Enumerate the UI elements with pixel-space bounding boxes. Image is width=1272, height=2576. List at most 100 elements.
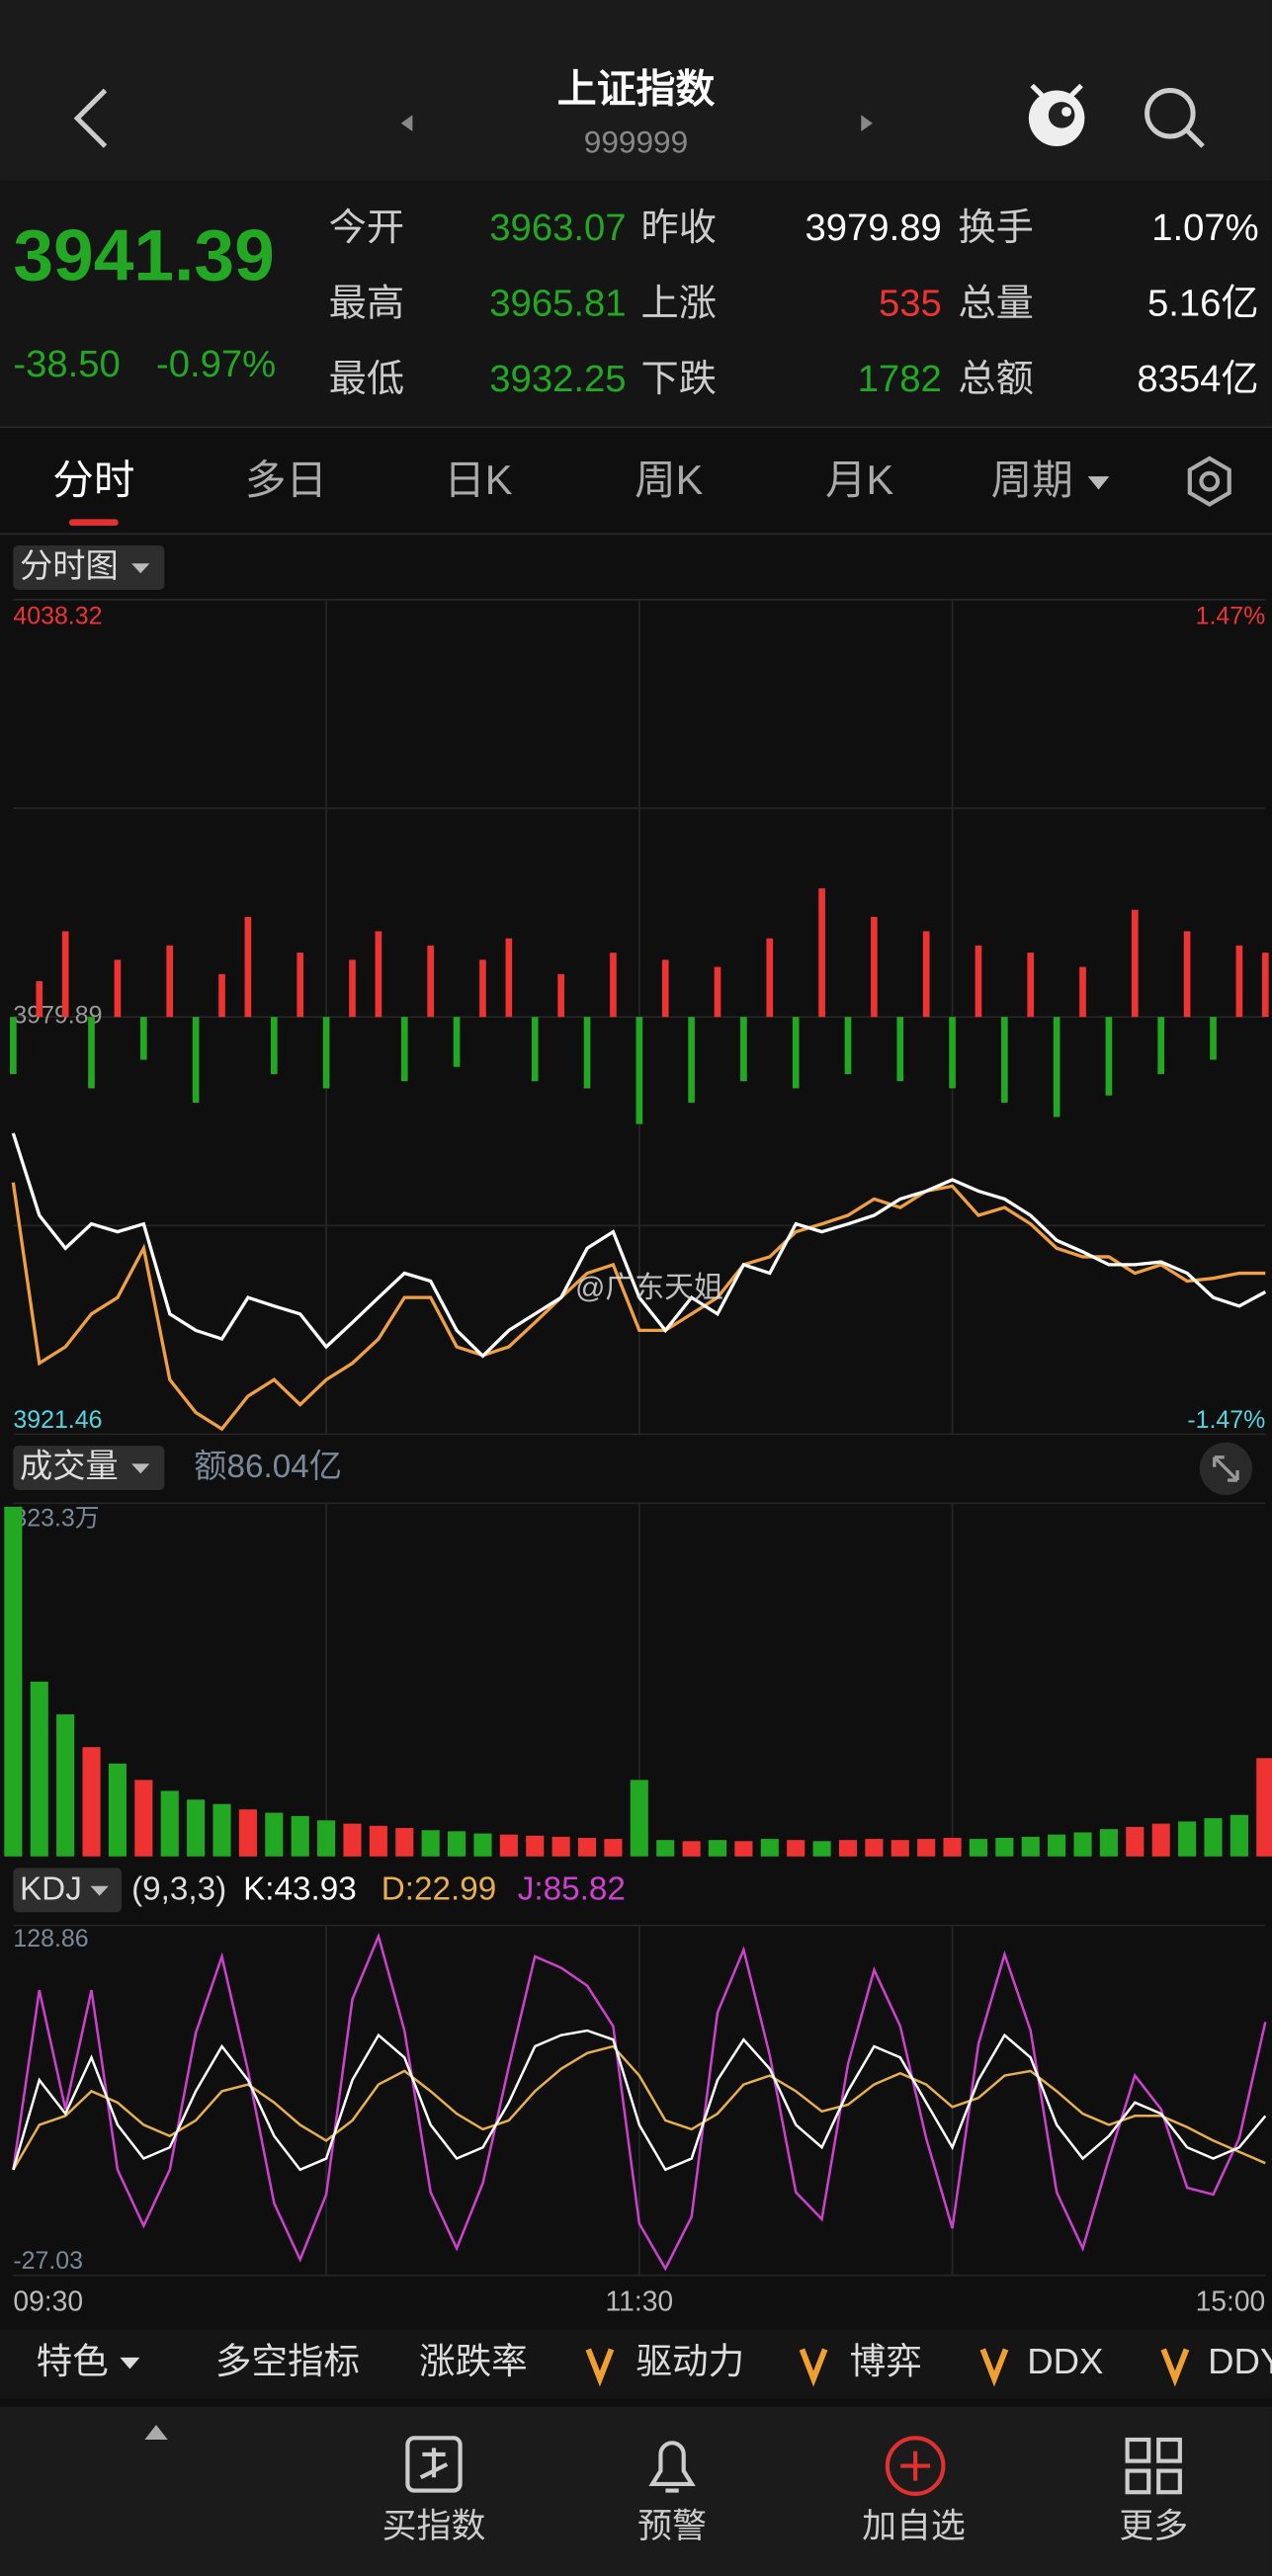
kdj-line [12, 2029, 1267, 2172]
volume-bar [1204, 1818, 1223, 1857]
nav-icons [405, 2436, 1182, 2496]
volume-bar [82, 1747, 101, 1857]
y-tick-label: 4038.32 [13, 603, 102, 630]
y-tick-label: 128.86 [13, 1925, 88, 1953]
indicator-tab[interactable]: 驱动力 [636, 2341, 745, 2381]
price-line [11, 1182, 1266, 1432]
volume-bar [1151, 1823, 1170, 1857]
last-price: 3941.39 [13, 215, 274, 296]
volume-bar [995, 1837, 1014, 1857]
indicator-tab[interactable]: DDX [1027, 2341, 1103, 2381]
indicator-chip[interactable] [13, 1868, 123, 1913]
indicator-tab[interactable]: 多空指标 [215, 2341, 360, 2381]
settings-icon[interactable] [1187, 456, 1231, 507]
volume-bar [265, 1812, 284, 1857]
breadth-bar [1210, 1017, 1217, 1060]
stat-label: 昨收 [640, 207, 716, 249]
volume-bar [1021, 1836, 1040, 1857]
breadth-bar [610, 953, 617, 1018]
y-tick-label: 3921.46 [13, 1406, 102, 1434]
volume-bar [4, 1506, 23, 1857]
breadth-bar [349, 959, 356, 1018]
volume-bar [343, 1823, 362, 1857]
volume-bar [134, 1780, 153, 1857]
y-tick-label: 3979.89 [13, 1002, 102, 1030]
breadth-bar [375, 931, 382, 1018]
bottom-nav [0, 2406, 1272, 2576]
volume-bar [551, 1836, 570, 1857]
breadth-bar [896, 1017, 904, 1082]
indicator-tab[interactable]: 博弈 [850, 2341, 922, 2381]
breadth-bar [1053, 1017, 1060, 1118]
breadth-bar [871, 916, 878, 1018]
quote-panel [0, 180, 1272, 428]
volume-bar [890, 1840, 909, 1857]
breadth-bar [636, 1017, 643, 1124]
indicator-tab[interactable]: 涨跌率 [419, 2341, 528, 2381]
v-badge [585, 2348, 615, 2387]
volume-bar [526, 1835, 545, 1857]
kdj-line [12, 1932, 1267, 2272]
chart-mode-chip[interactable] [13, 544, 165, 590]
next-index[interactable] [861, 115, 873, 132]
y-tick-label: 323.3万 [13, 1505, 99, 1533]
breadth-bar [505, 938, 513, 1018]
period-tab[interactable]: 月K [825, 457, 894, 503]
period-tab[interactable]: 周期 [991, 457, 1073, 503]
volume-bar [682, 1841, 701, 1857]
prev-index[interactable] [400, 115, 413, 132]
active-tab-indicator [68, 519, 119, 527]
breadth-bar [453, 1017, 461, 1067]
indicator-params: (9,3,3) [131, 1870, 226, 1907]
breadth-bar [36, 981, 43, 1018]
index-code: 999999 [584, 125, 688, 160]
breadth-bar [10, 1017, 17, 1074]
stat-label: 上涨 [640, 282, 716, 324]
volume-bar [604, 1839, 623, 1857]
volume-bar [395, 1828, 414, 1857]
breadth-bar [1131, 909, 1139, 1018]
volume-bar [212, 1803, 231, 1857]
volume-bar [865, 1839, 884, 1857]
indicator-tab[interactable]: 特色 [37, 2341, 109, 2381]
volume-bar [238, 1809, 257, 1857]
period-tab[interactable]: 多日 [245, 457, 327, 503]
price-change: -38.50 [13, 343, 120, 385]
volume-bar [421, 1830, 440, 1857]
back-button[interactable] [73, 88, 108, 148]
period-tab[interactable]: 周K [635, 457, 704, 503]
period-tab[interactable]: 分时 [52, 457, 134, 503]
period-tab[interactable]: 日K [444, 457, 513, 503]
nav-label[interactable]: 更多 [1119, 2507, 1188, 2545]
breadth-bar [192, 1017, 200, 1103]
nav-label[interactable]: 买指数 [382, 2507, 486, 2545]
breadth-bar [949, 1017, 956, 1089]
legend-entry: J:85.82 [518, 1870, 626, 1907]
nav-label[interactable]: 加自选 [862, 2507, 966, 2545]
volume-mode-chip[interactable] [13, 1446, 165, 1491]
dropdown-arrow [90, 1885, 109, 1896]
x-tick-label: 09:30 [13, 2285, 83, 2316]
search-icon[interactable] [1145, 87, 1205, 148]
indicator-tab[interactable]: DDY [1208, 2341, 1272, 2381]
collapse-arrow[interactable] [144, 2425, 168, 2441]
stat-label: 总额 [958, 358, 1033, 400]
volume-bar [1256, 1758, 1272, 1857]
breadth-bar [1157, 1017, 1165, 1074]
assistant-icon[interactable] [1028, 83, 1085, 146]
x-tick-label: 11:30 [606, 2285, 674, 2316]
breadth-bar [583, 1017, 591, 1089]
breadth-bar [818, 888, 825, 1018]
volume-bar [708, 1840, 727, 1857]
stat-value: 1782 [858, 358, 942, 400]
volume-bar [969, 1839, 987, 1857]
volume-bar [787, 1840, 806, 1857]
turnover-amount: 额86.04亿 [194, 1449, 342, 1485]
volume-bar [630, 1780, 648, 1857]
volume-bar [187, 1799, 206, 1857]
nav-label[interactable]: 预警 [637, 2507, 707, 2545]
breadth-bar [61, 931, 69, 1018]
volume-bar [499, 1834, 518, 1857]
breadth-bar [922, 931, 930, 1018]
